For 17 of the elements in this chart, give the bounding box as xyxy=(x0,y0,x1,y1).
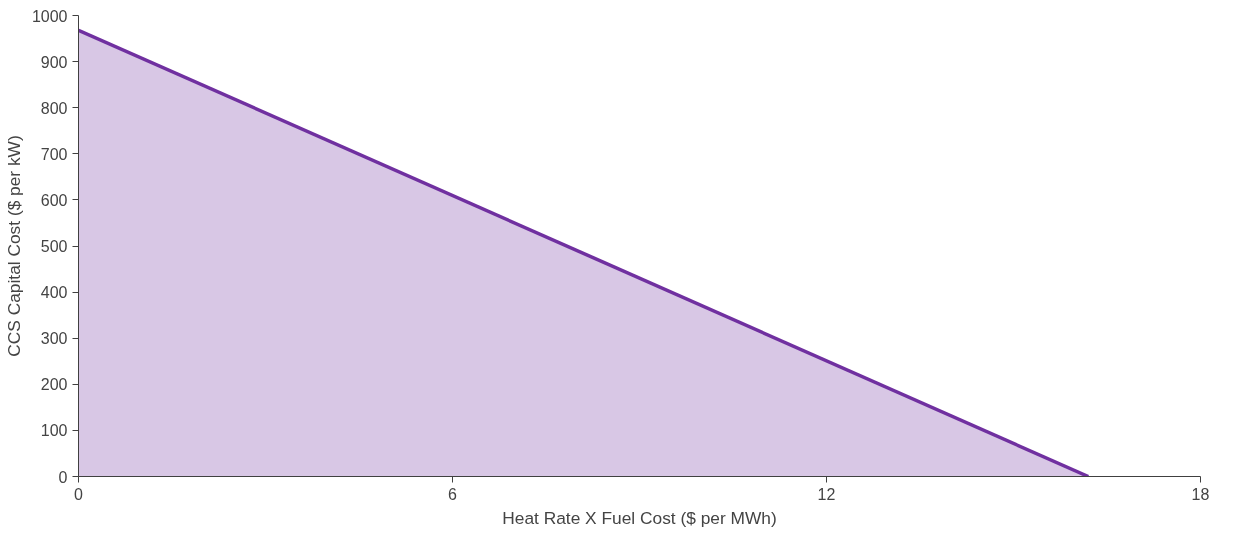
x-axis-title: Heat Rate X Fuel Cost ($ per MWh) xyxy=(502,507,777,528)
y-tick-label: 800 xyxy=(40,99,68,117)
x-tick-label: 0 xyxy=(74,485,84,503)
y-tick-label: 500 xyxy=(40,238,68,255)
y-tick-label: 400 xyxy=(40,284,68,302)
x-tick-label: 18 xyxy=(1191,485,1210,503)
y-tick-label: 700 xyxy=(40,145,68,163)
y-tick-label: 900 xyxy=(40,53,68,71)
y-tick-label: 300 xyxy=(40,330,68,348)
x-tick-label: 6 xyxy=(448,485,458,503)
y-tick-label: 200 xyxy=(40,376,68,394)
y-tick-label: 0 xyxy=(58,468,68,486)
y-axis-title: CCS Capital Cost ($ per kW) xyxy=(3,135,24,357)
x-tick-label: 12 xyxy=(817,485,836,503)
y-tick-label: 600 xyxy=(40,191,68,209)
y-tick-label: 100 xyxy=(40,422,68,440)
y-tick-label: 1000 xyxy=(31,7,68,25)
